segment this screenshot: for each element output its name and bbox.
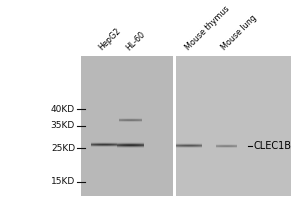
- Text: 25KD: 25KD: [51, 144, 75, 153]
- Text: HL-60: HL-60: [124, 29, 147, 52]
- Text: HepG2: HepG2: [97, 26, 123, 52]
- Text: CLEC1B: CLEC1B: [254, 141, 292, 151]
- Bar: [176, 56, 291, 196]
- Text: 15KD: 15KD: [51, 178, 75, 186]
- Text: Mouse thymus: Mouse thymus: [184, 4, 232, 52]
- Bar: [81, 56, 172, 196]
- Text: 40KD: 40KD: [51, 105, 75, 114]
- Text: Mouse lung: Mouse lung: [220, 13, 259, 52]
- Text: 35KD: 35KD: [51, 121, 75, 130]
